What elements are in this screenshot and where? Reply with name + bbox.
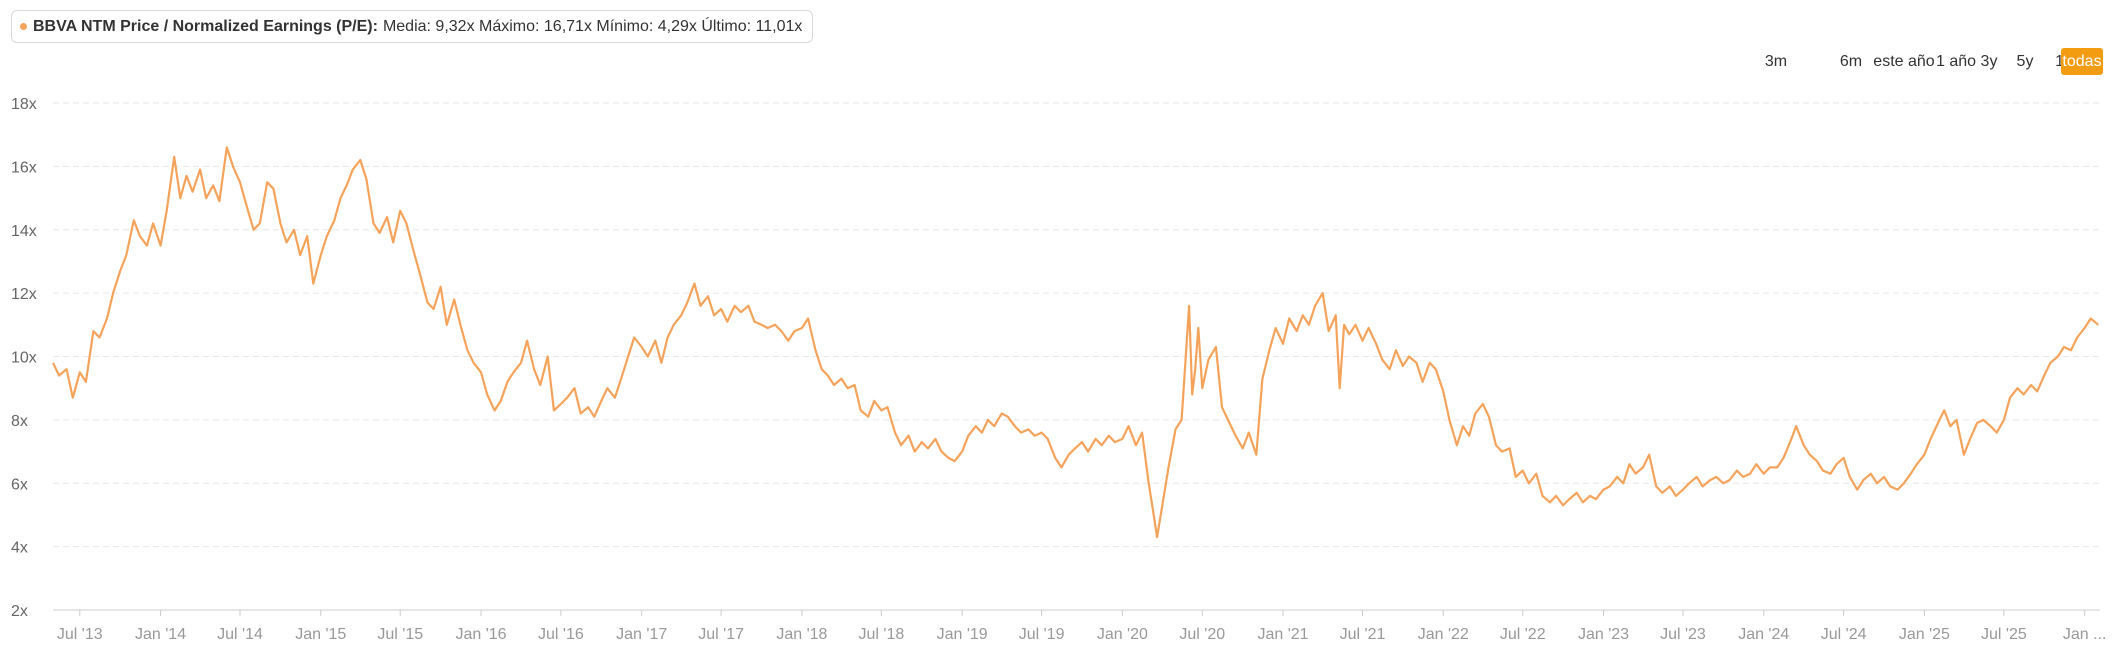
y-tick-label: 18x [11,96,37,113]
x-tick-label: Jul '24 [1821,626,1867,643]
x-tick-label: Jan '18 [776,626,827,643]
x-tick-label: Jan '16 [455,626,506,643]
series-layer [52,146,2099,539]
range-button-all[interactable]: todas [2061,48,2103,75]
y-axis: 2x 4x 6x 8x 10x 12x 14x 16x 18x [11,96,37,620]
x-tick-label: Jan '14 [135,626,186,643]
range-button-3m[interactable]: 3m [1764,53,1788,70]
range-button-3y[interactable]: 3y [1980,53,1998,70]
y-tick-label: 14x [11,223,37,240]
x-tick-label: Jan '15 [295,626,346,643]
x-tick-label: Jan '20 [1097,626,1148,643]
x-tick-label: Jan '25 [1899,626,1950,643]
x-tick-label: Jan '22 [1418,626,1469,643]
legend-stats: Media: 9,32x Máximo: 16,71x Mínimo: 4,29… [382,17,803,35]
x-tick-label: Jan '24 [1738,626,1789,643]
x-tick-label: Jul '13 [57,626,103,643]
series-marker-icon [20,23,27,30]
y-tick-label: 12x [11,286,37,303]
x-tick-label: Jul '17 [698,626,744,643]
x-tick-label: Jul '14 [217,626,263,643]
x-tick-label: Jan '19 [937,626,988,643]
range-button-6m[interactable]: 6m [1839,53,1863,70]
series-legend[interactable]: BBVA NTM Price / Normalized Earnings (P/… [11,10,814,43]
y-tick-label: 6x [11,476,28,493]
x-tick-label: Jul '25 [1981,626,2027,643]
series-line-pe[interactable] [52,146,2099,539]
y-tick-label: 2x [11,603,28,620]
x-axis: Jul '13 Jan '14 Jul '14 Jan '15 Jul '15 Jan '… [53,609,2107,643]
y-tick-label: 8x [11,413,28,430]
x-tick-label: Jul '21 [1340,626,1386,643]
x-tick-label: Jan '23 [1578,626,1629,643]
range-button-ytd[interactable]: este año [1873,53,1935,70]
x-tick-label: Jul '23 [1660,626,1706,643]
y-tick-label: 16x [11,159,37,176]
x-tick-label: Jan '21 [1257,626,1308,643]
y-tick-label: 4x [11,540,28,557]
y-tick-label: 10x [11,350,37,367]
legend-series-name: BBVA NTM Price / Normalized Earnings (P/… [33,17,378,35]
x-tick-label: Jan ... [2063,626,2107,643]
x-tick-label: Jul '15 [377,626,423,643]
grid [53,102,2100,548]
range-button-5y[interactable]: 5y [2016,53,2034,70]
x-tick-label: Jul '16 [538,626,584,643]
x-tick-label: Jul '20 [1179,626,1225,643]
x-tick-label: Jul '18 [858,626,904,643]
range-button-1y[interactable]: 1 año [1936,53,1977,70]
x-tick-label: Jul '22 [1500,626,1546,643]
x-tick-label: Jul '19 [1019,626,1065,643]
x-tick-label: Jan '17 [616,626,667,643]
